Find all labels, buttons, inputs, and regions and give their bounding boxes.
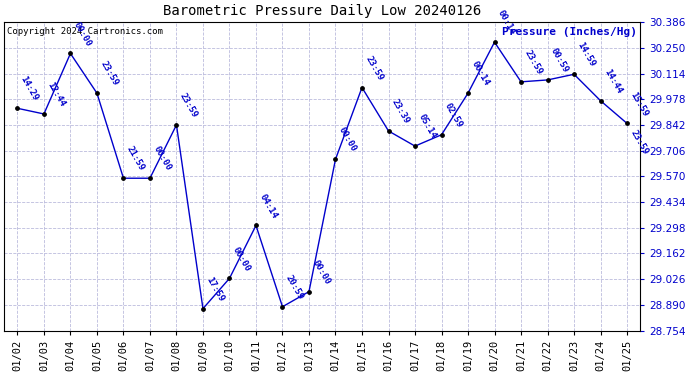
Point [462, 90, 473, 96]
Point [65, 51, 76, 57]
Text: 23:59: 23:59 [522, 48, 544, 76]
Title: Barometric Pressure Daily Low 20240126: Barometric Pressure Daily Low 20240126 [163, 4, 482, 18]
Point [197, 306, 208, 312]
Point [383, 128, 394, 134]
Point [409, 143, 420, 149]
Text: 20:59: 20:59 [284, 273, 305, 301]
Point [91, 90, 102, 96]
Text: 00:00: 00:00 [337, 126, 358, 154]
Point [622, 120, 633, 126]
Text: 00:14: 00:14 [496, 9, 517, 37]
Point [171, 122, 182, 128]
Text: 14:29: 14:29 [19, 75, 40, 103]
Text: 00:59: 00:59 [549, 46, 570, 74]
Text: 14:59: 14:59 [575, 41, 597, 69]
Text: 23:59: 23:59 [178, 92, 199, 119]
Point [224, 275, 235, 281]
Text: 02:59: 02:59 [443, 101, 464, 129]
Text: 15:59: 15:59 [629, 90, 650, 118]
Text: 00:00: 00:00 [72, 20, 93, 48]
Text: 23:59: 23:59 [364, 54, 384, 82]
Point [515, 79, 526, 85]
Text: 00:00: 00:00 [231, 245, 252, 273]
Point [595, 98, 606, 104]
Text: 23:39: 23:39 [390, 98, 411, 125]
Point [12, 105, 23, 111]
Text: 17:59: 17:59 [204, 275, 226, 303]
Point [39, 111, 50, 117]
Point [436, 132, 447, 138]
Text: 00:14: 00:14 [469, 60, 491, 88]
Text: 23:59: 23:59 [99, 60, 119, 88]
Point [304, 289, 315, 295]
Text: Pressure (Inches/Hg): Pressure (Inches/Hg) [502, 27, 637, 37]
Text: Copyright 2024 Cartronics.com: Copyright 2024 Cartronics.com [8, 27, 164, 36]
Text: 23:59: 23:59 [629, 129, 650, 157]
Text: 04:14: 04:14 [257, 192, 279, 220]
Point [250, 222, 262, 228]
Text: 00:00: 00:00 [151, 145, 172, 172]
Text: 05:14: 05:14 [416, 113, 437, 141]
Text: 14:44: 14:44 [602, 68, 623, 95]
Text: 12:44: 12:44 [46, 81, 66, 108]
Point [357, 84, 368, 90]
Point [569, 71, 580, 77]
Point [330, 156, 341, 162]
Text: 00:00: 00:00 [310, 258, 332, 286]
Point [118, 175, 129, 181]
Text: 21:59: 21:59 [125, 145, 146, 172]
Point [144, 175, 155, 181]
Point [277, 304, 288, 310]
Point [542, 77, 553, 83]
Point [489, 39, 500, 45]
